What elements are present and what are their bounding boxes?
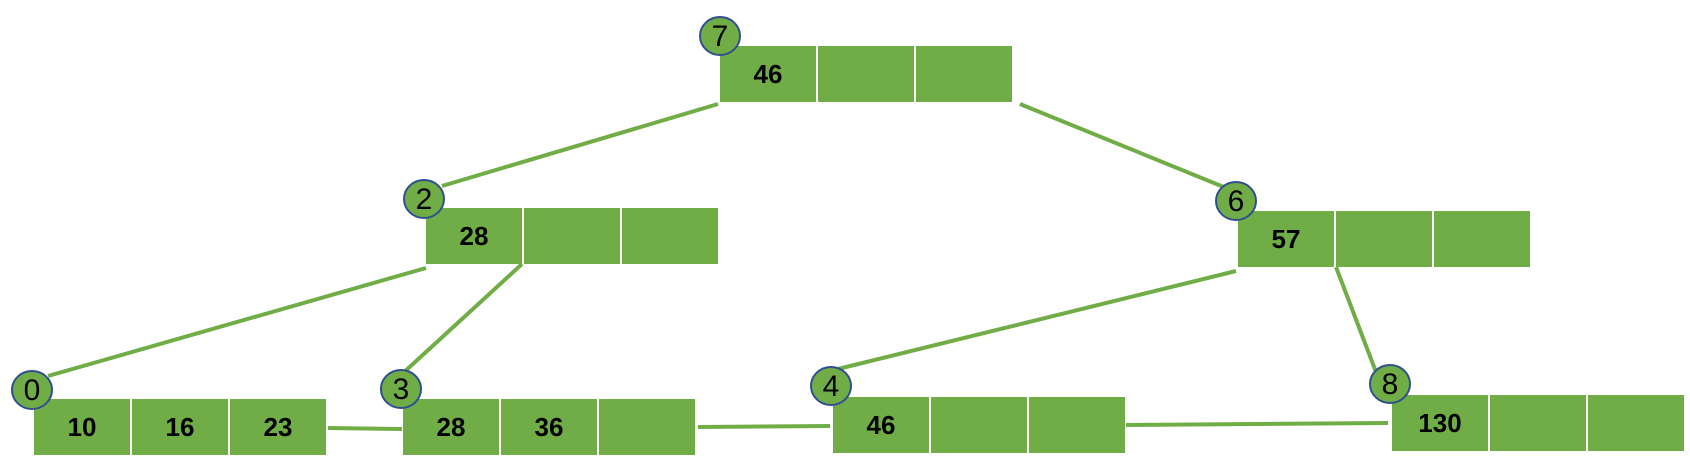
node-0-key-text-1: 16 [166, 412, 195, 442]
child-edge-node-2-to-node-3 [400, 262, 524, 376]
node-6-id-badge [1215, 181, 1257, 221]
node-0-key-cell-0 [34, 399, 130, 455]
node-3-id-label: 3 [393, 373, 410, 406]
node-0-key-text-0: 10 [68, 412, 97, 442]
node-8-id-badge [1369, 364, 1411, 404]
node-7-id-label: 7 [712, 20, 729, 53]
node-7-id-badge [699, 16, 741, 56]
node-0-id-label: 0 [24, 374, 41, 407]
node-3-key-text-1: 36 [535, 412, 564, 442]
tree-node-8: 130 8 [1369, 364, 1684, 451]
node-2-key-text-0: 28 [460, 221, 489, 251]
node-7-key-cell-0 [720, 46, 816, 102]
node-4-id-badge [810, 366, 852, 406]
tree-node-6: 57 6 [1215, 181, 1530, 267]
node-6-key-cell-1 [1336, 211, 1432, 267]
node-0-key-cell-2 [230, 399, 326, 455]
node-6-key-cell-2 [1434, 211, 1530, 267]
child-edge-node-7-to-node-2 [441, 102, 719, 188]
node-0-id-badge [11, 370, 53, 410]
node-2-id-badge [403, 179, 445, 219]
node-4-key-cell-0 [833, 397, 929, 453]
child-edge-node-6-to-node-8 [1334, 266, 1378, 373]
node-4-key-cell-2 [1029, 397, 1125, 453]
child-edge-node-2-to-node-0 [47, 266, 427, 378]
node-7-key-text-0: 46 [754, 59, 783, 89]
node-6-id-label: 6 [1228, 185, 1245, 218]
child-edge-node-7-to-node-6 [1019, 102, 1237, 194]
tree-node-7: 46 7 [699, 16, 1012, 102]
leaf-link-edge-node-0-to-node-3 [327, 426, 403, 431]
leaf-link-edge-node-4-to-node-8 [1125, 421, 1389, 427]
node-3-key-cell-0 [403, 399, 499, 455]
node-2-key-cell-2 [622, 208, 718, 264]
node-2-key-cell-0 [426, 208, 522, 264]
tree-node-2: 28 2 [403, 179, 718, 264]
node-8-key-cell-0 [1392, 395, 1488, 451]
child-edge-node-6-to-node-4 [837, 269, 1237, 371]
node-4-key-text-0: 46 [867, 410, 896, 440]
node-8-key-cell-1 [1490, 395, 1586, 451]
node-8-id-label: 8 [1382, 368, 1399, 401]
node-4-id-label: 4 [823, 370, 840, 403]
node-2-key-cell-1 [524, 208, 620, 264]
leaf-link-edge-node-3-to-node-4 [697, 424, 831, 429]
node-0-key-text-2: 23 [264, 412, 293, 442]
nodes-layer: 46 7 28 2 57 6 10 16 23 0 28 36 3 46 4 130 8 [11, 16, 1684, 455]
node-8-key-cell-2 [1588, 395, 1684, 451]
edges-layer [47, 102, 1389, 431]
node-3-key-cell-2 [599, 399, 695, 455]
tree-node-0: 10 16 23 0 [11, 370, 326, 455]
node-8-key-text-0: 130 [1418, 408, 1461, 438]
node-6-key-text-0: 57 [1272, 224, 1301, 254]
node-4-key-cell-1 [931, 397, 1027, 453]
node-3-id-badge [380, 369, 422, 409]
node-2-id-label: 2 [416, 183, 433, 216]
node-3-key-cell-1 [501, 399, 597, 455]
node-3-key-text-0: 28 [437, 412, 466, 442]
node-7-key-cell-2 [916, 46, 1012, 102]
node-6-key-cell-0 [1238, 211, 1334, 267]
node-7-key-cell-1 [818, 46, 914, 102]
tree-node-3: 28 36 3 [380, 369, 695, 455]
tree-node-4: 46 4 [810, 366, 1125, 453]
node-0-key-cell-1 [132, 399, 228, 455]
